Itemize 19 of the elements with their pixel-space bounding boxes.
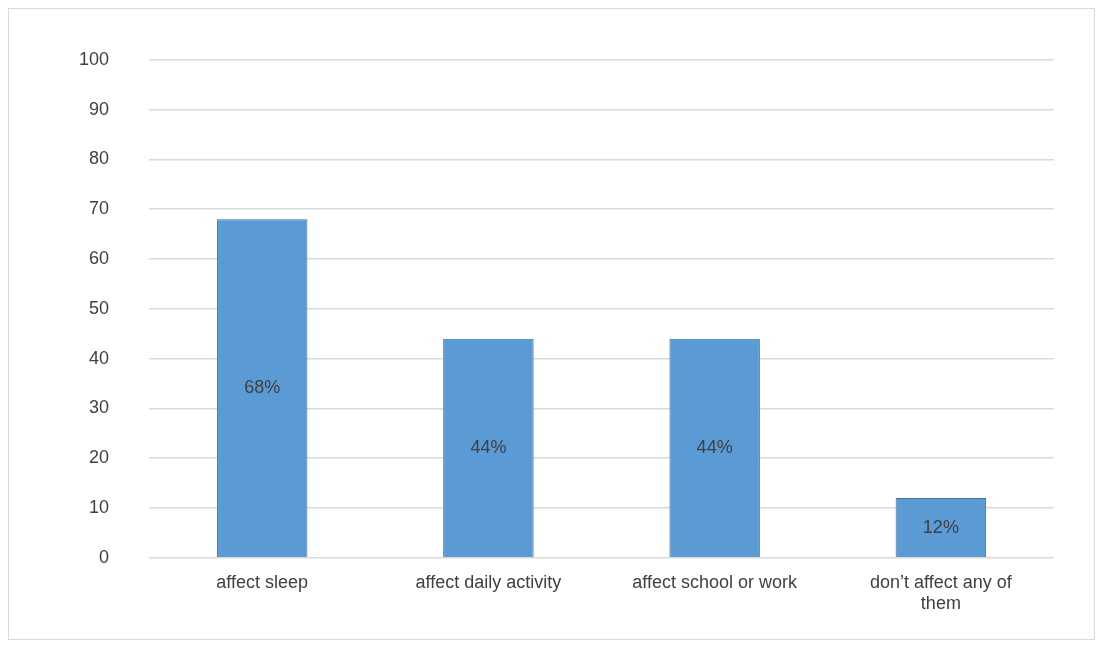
data-label: 44% <box>470 436 507 457</box>
y-tick-label: 20 <box>89 447 110 468</box>
data-label: 44% <box>696 436 733 457</box>
x-tick-label: affect school or work <box>632 571 798 592</box>
y-tick-label: 50 <box>89 297 110 318</box>
x-tick-label: affect sleep <box>216 571 309 592</box>
y-tick-label: 10 <box>89 496 110 517</box>
x-tick-label: affect daily activity <box>415 571 562 592</box>
y-tick-label: 60 <box>89 247 110 268</box>
data-label: 12% <box>922 516 959 537</box>
y-tick-label: 40 <box>89 347 110 368</box>
x-tick-label: don’t affect any of them <box>869 571 1013 614</box>
y-tick-label: 30 <box>89 397 110 418</box>
y-tick-label: 80 <box>89 148 110 169</box>
y-tick-label: 0 <box>99 546 110 567</box>
data-label: 68% <box>244 377 281 398</box>
y-tick-label: 100 <box>78 48 110 69</box>
y-tick-label: 70 <box>89 198 110 219</box>
y-tick-label: 90 <box>89 98 110 119</box>
